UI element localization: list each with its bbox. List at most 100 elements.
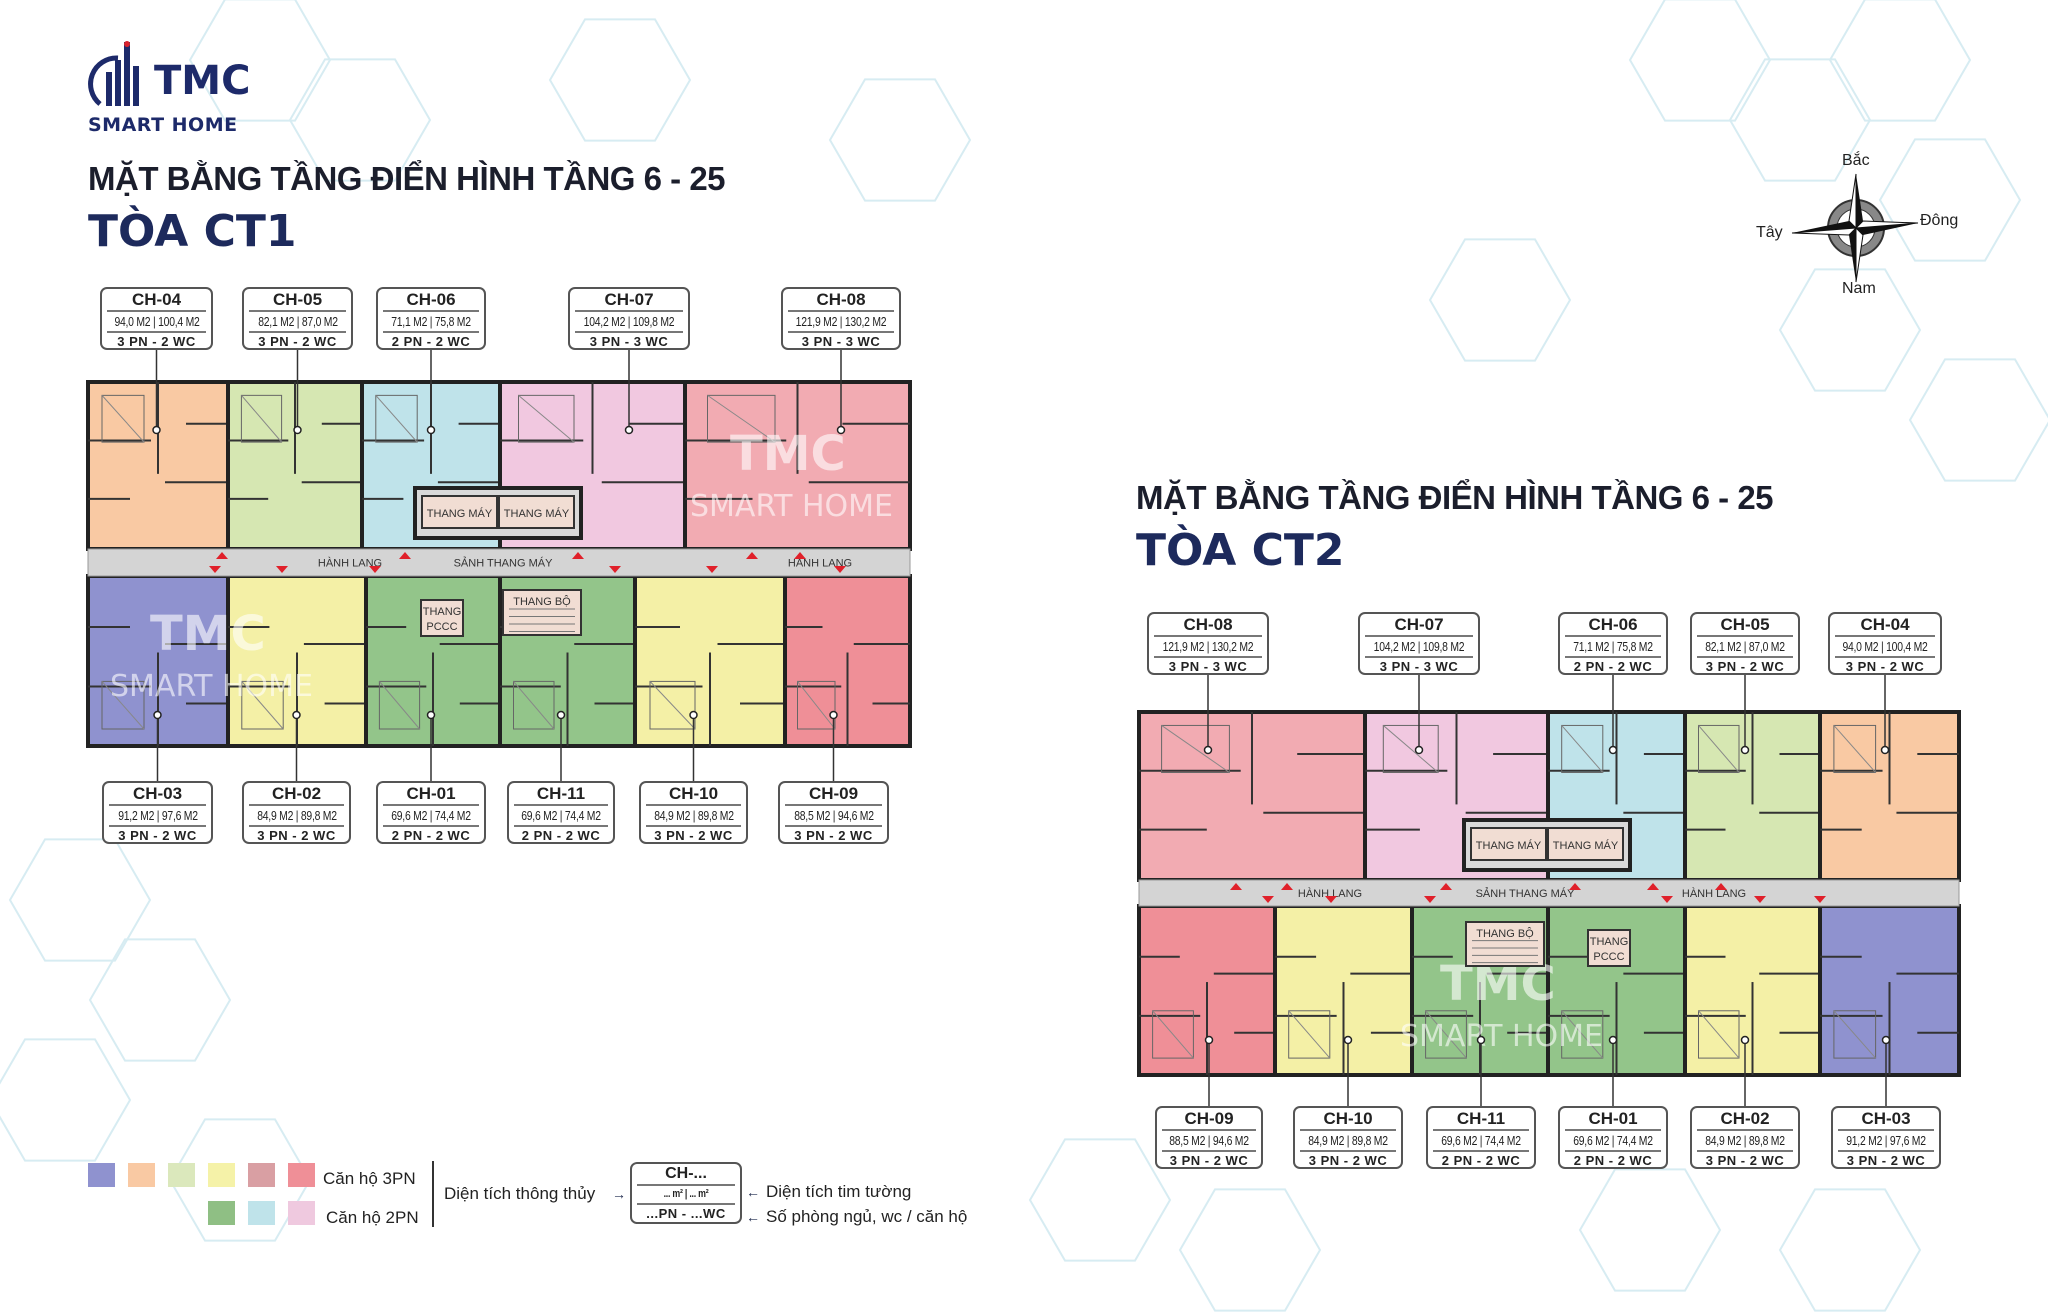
unit-id: CH-09: [785, 783, 882, 806]
unit-id: CH-11: [1433, 1108, 1529, 1131]
stair-label: THANG BỘ: [513, 595, 571, 608]
leader-dot: [1880, 745, 1890, 755]
lobby-label: SẢNH THANG MÁY: [1476, 887, 1575, 900]
unit-id: CH-07: [575, 289, 683, 312]
legend-3pn-label: Căn hộ 3PN: [323, 1169, 416, 1188]
bedroom-furniture: [241, 680, 284, 730]
leader-dot: [153, 710, 162, 720]
leader-dot: [1608, 1035, 1618, 1045]
entrance-arrow-icon: [1440, 883, 1452, 890]
unit-id: CH-03: [1838, 1108, 1934, 1131]
stairwell: [1465, 921, 1545, 967]
fire-lift: [420, 599, 464, 637]
legend-swatch-3pn: [288, 1163, 315, 1187]
entrance-arrow-icon: [399, 552, 411, 559]
unit-rooms: 3 PN - 2 WC: [1169, 1153, 1249, 1168]
leader-dot: [426, 425, 436, 435]
unit-area: 71,1 M2 | 75,8 M2: [1573, 639, 1653, 654]
leader-dot: [689, 710, 698, 720]
unit-tag-ch-01: CH-01 69,6 M2 | 74,4 M2 2 PN - 2 WC: [1558, 1106, 1668, 1169]
unit-tag-ch-02: CH-02 84,9 M2 | 89,8 M2 3 PN - 2 WC: [242, 781, 351, 844]
entrance-arrow-icon: [706, 566, 718, 573]
unit-rooms: 3 PN - 2 WC: [1705, 1153, 1785, 1168]
unit-id: CH-01: [1565, 1108, 1661, 1131]
unit-area: 84,9 M2 | 89,8 M2: [1705, 1133, 1785, 1148]
corridor: [1138, 879, 1960, 907]
bedroom-furniture: [1561, 1010, 1604, 1059]
lobby-label: SẢNH THANG MÁY: [454, 557, 553, 570]
legend-swatch-3pn: [128, 1163, 155, 1187]
entrance-arrow-icon: [1569, 883, 1581, 890]
unit-area: 69,6 M2 | 74,4 M2: [1441, 1133, 1521, 1148]
logo-tagline: SMART HOME: [88, 114, 238, 136]
unit-area: 69,6 M2 | 74,4 M2: [521, 808, 601, 823]
unit-tag-ch-10: CH-10 84,9 M2 | 89,8 M2 3 PN - 2 WC: [639, 781, 748, 844]
legend-net-area-label: Diện tích thông thủy: [444, 1184, 596, 1203]
legend-2pn-label: Căn hộ 2PN: [326, 1208, 419, 1227]
unit-area: 69,6 M2 | 74,4 M2: [1573, 1133, 1653, 1148]
leader-dot: [1414, 745, 1424, 755]
fire-lift-label: PCCC: [426, 621, 457, 633]
hexagon-pattern: [88, 938, 232, 1062]
hexagon-pattern: [1028, 1138, 1172, 1262]
stair-label: THANG BỘ: [1476, 927, 1534, 940]
legend-swatch-3pn: [88, 1163, 115, 1187]
bedroom-furniture: [240, 394, 283, 443]
leader-dot: [292, 710, 301, 720]
unit-tag-ch-06: CH-06 71,1 M2 | 75,8 M2 2 PN - 2 WC: [1558, 612, 1668, 675]
unit-id: CH-04: [107, 289, 206, 312]
unit-rooms: 3 PN - 2 WC: [654, 828, 733, 843]
leader-dot: [293, 425, 302, 435]
bedroom-furniture: [1161, 724, 1230, 773]
leader-dot: [1203, 745, 1213, 755]
entrance-arrow-icon: [572, 552, 584, 559]
bedroom-furniture: [1833, 1010, 1877, 1059]
unit-area: 121,9 M2 | 130,2 M2: [795, 314, 887, 329]
bedroom-furniture: [378, 680, 421, 730]
unit-rooms: 2 PN - 2 WC: [1573, 659, 1653, 674]
bedroom-furniture: [1698, 1010, 1740, 1059]
entrance-arrow-icon: [794, 552, 806, 559]
bedroom-furniture: [101, 680, 145, 730]
legend-divider: [432, 1161, 434, 1227]
unit-tag-ch-11: CH-11 69,6 M2 | 74,4 M2 2 PN - 2 WC: [1426, 1106, 1536, 1169]
unit-tag-ch-01: CH-01 69,6 M2 | 74,4 M2 2 PN - 2 WC: [376, 781, 486, 844]
unit-tag-ch-03: CH-03 91,2 M2 | 97,6 M2 3 PN - 2 WC: [102, 781, 213, 844]
unit-tag-ch-03: CH-03 91,2 M2 | 97,6 M2 3 PN - 2 WC: [1831, 1106, 1941, 1169]
unit-id: CH-05: [1697, 614, 1793, 637]
leader-dot: [1608, 745, 1618, 755]
unit-rooms: 3 PN - 3 WC: [589, 334, 669, 349]
elevator-label: THANG MÁY: [1553, 839, 1619, 852]
unit-area: 91,2 M2 | 97,6 M2: [1846, 1133, 1926, 1148]
watermark-brand: TMC: [730, 426, 846, 482]
unit-rooms: 3 PN - 2 WC: [117, 334, 196, 349]
unit-id: CH-10: [1300, 1108, 1396, 1131]
unit-id: CH-02: [249, 783, 344, 806]
leader-dot: [152, 425, 161, 435]
unit-rooms: 2 PN - 2 WC: [1441, 1153, 1521, 1168]
ct2-heading: MẶT BẰNG TẦNG ĐIỂN HÌNH TẦNG 6 - 25: [1136, 479, 1774, 516]
hexagon-pattern: [1578, 1168, 1722, 1292]
unit-area: 84,9 M2 | 89,8 M2: [653, 808, 734, 823]
leader-dot: [1204, 1035, 1214, 1045]
hexagon-pattern: [1908, 358, 2048, 482]
entrance-arrow-icon: [1262, 896, 1274, 903]
hexagon-pattern: [1778, 1188, 1922, 1312]
compass-west-label: Tây: [1756, 224, 1783, 241]
bedroom-furniture: [707, 394, 776, 443]
leader-dot: [1740, 745, 1750, 755]
entrance-arrow-icon: [1754, 896, 1766, 903]
unit-area: 82,1 M2 | 87,0 M2: [257, 314, 338, 329]
legend-swatch-2pn: [288, 1201, 315, 1225]
unit-id: CH-10: [646, 783, 741, 806]
unit-area: 91,2 M2 | 97,6 M2: [117, 808, 198, 823]
unit-rooms: 3 PN - 2 WC: [1846, 1153, 1926, 1168]
unit-id: CH-07: [1365, 614, 1473, 637]
unit-rooms: 2 PN - 2 WC: [1573, 1153, 1653, 1168]
unit-id: CH-06: [383, 289, 479, 312]
bedroom-furniture: [1698, 724, 1740, 773]
compass-rose-icon: [1791, 173, 1919, 283]
hexagon-pattern: [548, 18, 692, 142]
elevator-label: THANG MÁY: [427, 507, 493, 520]
